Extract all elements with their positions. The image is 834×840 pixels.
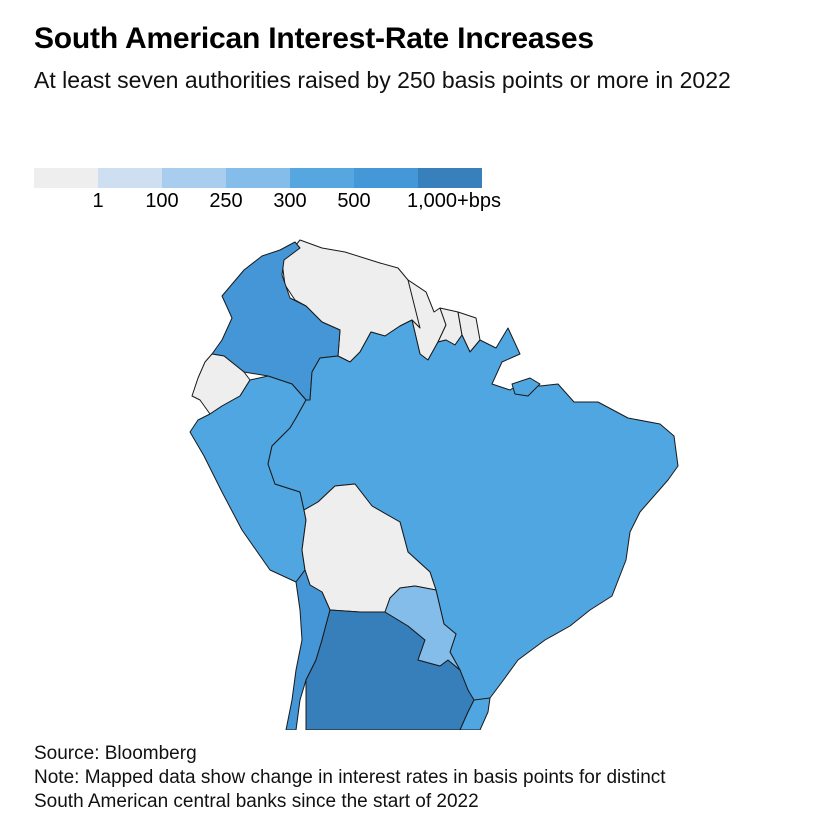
- legend-swatch-6: [418, 168, 482, 188]
- legend-label-300: 300: [273, 190, 307, 212]
- color-legend: [34, 168, 482, 188]
- legend-label-1: 1: [92, 190, 104, 212]
- source-text: Source: Bloomberg: [34, 743, 197, 764]
- region-paraguay: [384, 585, 461, 671]
- chart-subtitle: At least seven authorities raised by 250…: [34, 67, 731, 93]
- legend-label-250: 250: [209, 190, 243, 212]
- legend-label-100: 100: [145, 190, 179, 212]
- note-text: Note: Mapped data show change in interes…: [34, 767, 666, 788]
- legend-swatch-1: [98, 168, 162, 188]
- chart-title: South American Interest-Rate Increases: [34, 22, 594, 55]
- legend-swatch-4: [290, 168, 354, 188]
- legend-label-1000plus: 1,000+bps: [407, 190, 501, 212]
- legend-labels: 1 100 250 300 500 1,000+bps: [34, 190, 554, 216]
- region-chile: [285, 569, 331, 730]
- legend-swatch-3: [226, 168, 290, 188]
- chart-footer: Source: Bloomberg Note: Mapped data show…: [34, 742, 666, 814]
- region-uruguay: [459, 697, 491, 730]
- note-text-line2: South American central banks since the s…: [34, 791, 479, 812]
- legend-label-500: 500: [337, 190, 371, 212]
- south-america-map: [189, 239, 679, 730]
- legend-swatch-2: [162, 168, 226, 188]
- region-marajo-island: [511, 377, 541, 397]
- legend-swatch-0: [34, 168, 98, 188]
- legend-swatch-5: [354, 168, 418, 188]
